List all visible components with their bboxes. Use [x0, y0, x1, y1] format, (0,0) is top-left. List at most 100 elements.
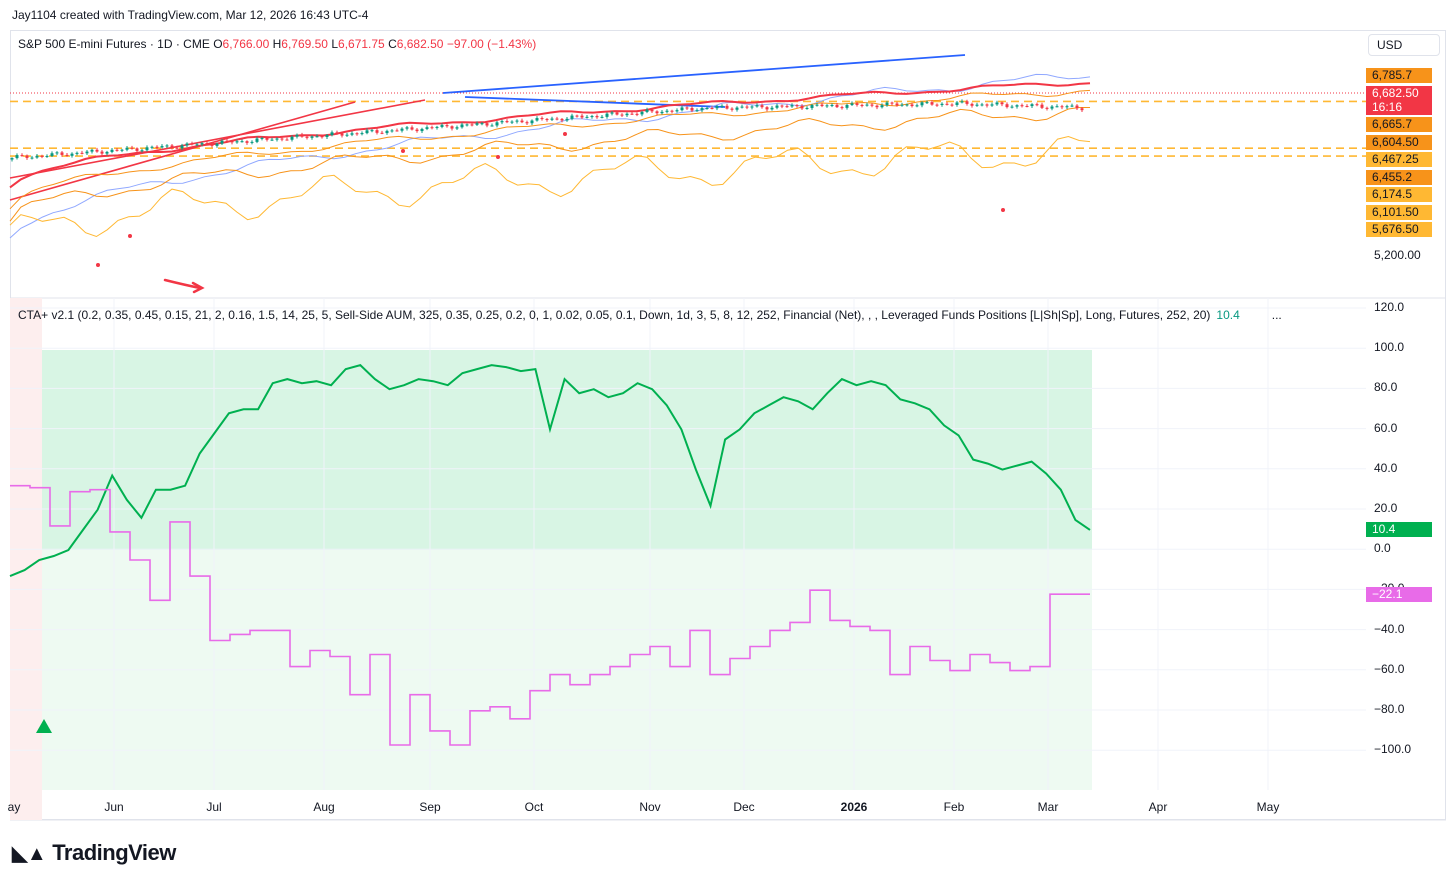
candle-body — [335, 132, 339, 134]
candle-body — [795, 105, 799, 107]
candle-body — [125, 147, 129, 150]
candle-body — [235, 141, 239, 143]
candle-body — [450, 126, 454, 129]
trend-line — [442, 54, 966, 94]
time-axis-label: Apr — [1148, 800, 1168, 814]
candle-body — [1070, 105, 1074, 107]
price-pane[interactable] — [9, 54, 1366, 294]
candle-body — [585, 116, 589, 118]
price-tag: 6,455.2 — [1366, 170, 1432, 185]
candle-body — [245, 141, 249, 143]
bearish-zone — [10, 298, 42, 820]
time-axis-label: Nov — [639, 800, 661, 814]
candle-body — [240, 141, 244, 143]
candle-body — [185, 143, 189, 146]
candle-body — [330, 132, 334, 136]
candle-body — [960, 101, 964, 103]
indicator-legend[interactable]: CTA+ v2.1 (0.2, 0.35, 0.45, 0.15, 21, 2,… — [18, 308, 1282, 322]
candle-body — [85, 151, 89, 154]
candle-body — [495, 122, 499, 126]
candle-body — [210, 144, 214, 146]
candle-body — [385, 130, 389, 134]
candle-body — [280, 138, 284, 140]
candle-body — [40, 155, 44, 157]
candle-body — [220, 140, 224, 144]
candle-body — [700, 108, 704, 111]
candle-body — [1075, 105, 1079, 109]
candle-body — [600, 116, 604, 118]
candle-body — [230, 141, 234, 143]
indicator-more-button[interactable]: ... — [1271, 308, 1282, 322]
candle-body — [100, 151, 104, 154]
candle-body — [555, 118, 559, 120]
price-axis-label: 5,200.00 — [1374, 248, 1421, 262]
candle-body — [535, 118, 539, 121]
price-tag: 16:16 — [1366, 100, 1432, 115]
candle-body — [545, 119, 549, 121]
candle-body — [480, 123, 484, 125]
candle-body — [200, 143, 204, 145]
candle-body — [120, 149, 124, 151]
candle-body — [645, 109, 649, 112]
time-axis-label: Mar — [1037, 800, 1059, 814]
candle-body — [790, 105, 794, 107]
time-axis-label: 2026 — [840, 800, 868, 814]
candle-body — [865, 104, 869, 106]
candle-body — [470, 124, 474, 126]
candle-body — [530, 120, 534, 124]
candle-body — [890, 102, 894, 104]
candle-body — [305, 136, 309, 138]
price-tag: 6,682.50 — [1366, 86, 1432, 101]
candle-body — [95, 149, 99, 152]
annotation-arrow — [163, 278, 202, 290]
candle-body — [115, 149, 119, 151]
candle-body — [910, 104, 914, 107]
candle-body — [570, 115, 574, 119]
symbol-legend[interactable]: S&P 500 E-mini Futures · 1D · CME O6,766… — [18, 37, 536, 51]
candle-body — [75, 152, 79, 154]
candle-body — [950, 104, 954, 106]
candle-body — [765, 107, 769, 110]
candle-body — [870, 104, 874, 106]
indicator-axis-label: −40.0 — [1374, 621, 1405, 636]
candle-body — [175, 147, 179, 149]
candle-body — [130, 147, 134, 149]
tradingview-logo[interactable]: ◣▲ TradingView — [12, 840, 176, 866]
candle-body — [50, 153, 54, 156]
candle-body — [1080, 108, 1084, 111]
close-label: C — [388, 37, 397, 51]
candle-body — [300, 134, 304, 137]
candle-body — [725, 105, 729, 109]
candle-body — [965, 101, 969, 104]
symbol-name: S&P 500 E-mini Futures · 1D · CME — [18, 37, 210, 51]
candle-body — [35, 155, 39, 158]
open-label: O — [213, 37, 223, 51]
candle-body — [885, 102, 889, 106]
candle-body — [980, 104, 984, 106]
candle-body — [515, 120, 519, 122]
indicator-axis-label: −100.0 — [1374, 742, 1412, 757]
candle-body — [905, 104, 909, 106]
currency-selector[interactable]: USD — [1368, 34, 1440, 56]
candle-body — [625, 113, 629, 116]
candle-body — [170, 145, 174, 148]
indicator-axis-label: 120.0 — [1374, 300, 1405, 314]
candle-body — [275, 138, 279, 140]
candle-body — [590, 116, 594, 118]
candle-body — [380, 132, 384, 134]
indicator-axis-label: 40.0 — [1374, 460, 1398, 475]
indicator-pane[interactable] — [9, 298, 1366, 820]
candle-body — [485, 123, 489, 126]
candle-body — [630, 113, 634, 115]
candle-body — [760, 105, 764, 108]
candle-body — [880, 105, 884, 108]
time-axis-label: ay — [7, 800, 21, 814]
candle-body — [690, 108, 694, 111]
candle-body — [1005, 104, 1009, 108]
candle-body — [770, 107, 774, 110]
candle-body — [20, 155, 24, 157]
candle-body — [460, 124, 464, 128]
indicator-axis-label: 100.0 — [1374, 340, 1405, 355]
candle-body — [425, 127, 429, 129]
